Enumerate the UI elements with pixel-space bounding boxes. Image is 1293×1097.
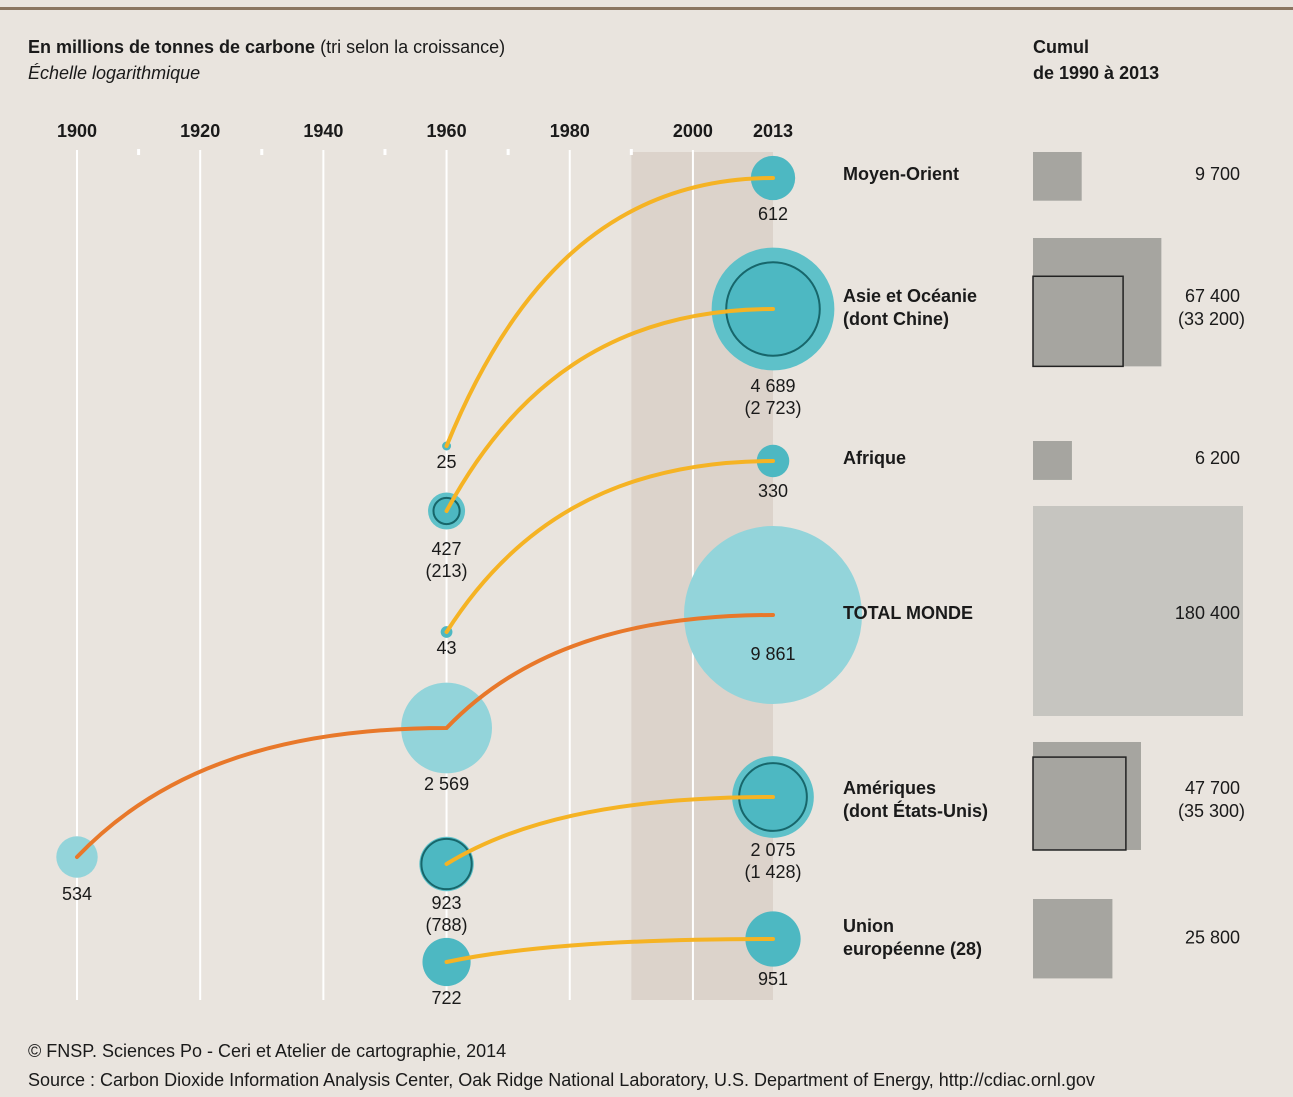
- sub-label: (2 723): [744, 398, 801, 418]
- value-label: 923: [432, 893, 462, 913]
- cumul-square: [1033, 506, 1243, 716]
- cumul-sub-label: (35 300): [1178, 801, 1245, 821]
- trend-line: [444, 937, 775, 964]
- trend-line: [444, 176, 775, 448]
- value-label: 9 861: [750, 644, 795, 664]
- row-name: Asie et Océanie: [843, 286, 977, 306]
- sub-label: (213): [426, 561, 468, 581]
- value-label: 4 689: [750, 376, 795, 396]
- x-tick-label: 1920: [180, 121, 220, 141]
- cumul-label: 67 400: [1185, 286, 1240, 306]
- cumul-title: de 1990 à 2013: [1033, 63, 1159, 83]
- value-label: 2 569: [424, 774, 469, 794]
- cumul-label: 9 700: [1195, 164, 1240, 184]
- x-tick-label: 1980: [550, 121, 590, 141]
- subtitle: Échelle logarithmique: [28, 63, 200, 83]
- row-name: (dont Chine): [843, 309, 949, 329]
- row-name: (dont États-Unis): [843, 800, 988, 821]
- sub-label: (1 428): [744, 862, 801, 882]
- x-tick-label: 1900: [57, 121, 97, 141]
- cumul-label: 6 200: [1195, 448, 1240, 468]
- row-name: Afrique: [843, 448, 906, 468]
- value-label: 2 075: [750, 840, 795, 860]
- cumul-label: 25 800: [1185, 927, 1240, 947]
- x-tick-label: 2000: [673, 121, 713, 141]
- value-label: 951: [758, 969, 788, 989]
- row-name: Union: [843, 916, 894, 936]
- cumul-sub-square: [1032, 756, 1127, 851]
- top-rule: [0, 7, 1293, 10]
- x-tick-label: 1940: [303, 121, 343, 141]
- value-label: 25: [437, 452, 457, 472]
- cumul-square: [1033, 441, 1072, 480]
- row-name: Amériques: [843, 778, 936, 798]
- credit: © FNSP. Sciences Po - Ceri et Atelier de…: [28, 1041, 506, 1061]
- sub-label: (788): [426, 915, 468, 935]
- trend-line: [444, 795, 775, 866]
- cumul-square: [1033, 152, 1082, 201]
- value-label: 612: [758, 204, 788, 224]
- row-name: Moyen-Orient: [843, 164, 959, 184]
- source: Source : Carbon Dioxide Information Anal…: [28, 1070, 1095, 1090]
- trend-line: [444, 307, 775, 513]
- trend-line: [75, 613, 775, 859]
- title-note: (tri selon la croissance): [320, 37, 505, 57]
- cumul-sub-label: (33 200): [1178, 309, 1245, 329]
- cumul-label: 180 400: [1175, 603, 1240, 623]
- value-label: 43: [437, 638, 457, 658]
- cumul-sub-square: [1032, 275, 1124, 368]
- cumul-label: 47 700: [1185, 778, 1240, 798]
- cumul-title: Cumul: [1033, 37, 1089, 57]
- chart-title: En millions de tonnes de carbone (tri se…: [28, 37, 505, 57]
- value-label: 330: [758, 481, 788, 501]
- x-tick-label: 2013: [753, 121, 793, 141]
- cumul-square: [1033, 899, 1113, 979]
- trend-line: [444, 459, 775, 634]
- value-label: 427: [432, 539, 462, 559]
- title: En millions de tonnes de carbone: [28, 37, 315, 57]
- value-label: 722: [432, 988, 462, 1008]
- row-name: européenne (28): [843, 939, 982, 959]
- row-name: TOTAL MONDE: [843, 603, 973, 623]
- x-tick-label: 1960: [427, 121, 467, 141]
- value-label: 534: [62, 884, 92, 904]
